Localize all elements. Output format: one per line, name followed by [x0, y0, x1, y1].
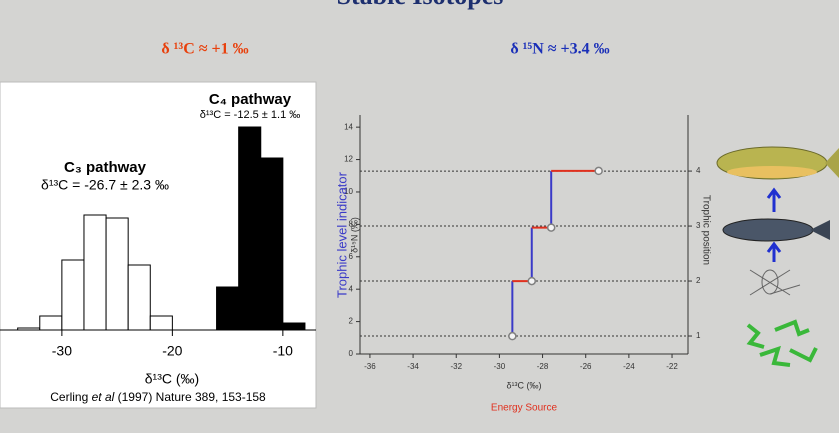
- y-axis-label: Trophic level indicator: [334, 171, 349, 298]
- x-tick-label: -30: [494, 362, 506, 371]
- x-tick-label: -22: [666, 362, 678, 371]
- source-part: (1997) Nature 389, 153-158: [114, 390, 266, 404]
- data-point: [508, 331, 517, 341]
- small-fish: [722, 218, 814, 242]
- data-point: [594, 166, 603, 176]
- x-tick-label: -20: [162, 343, 182, 359]
- y2-axis-label: Trophic position: [700, 195, 711, 265]
- series-annotation: δ¹³C = -26.7 ± 2.3 ‰: [41, 177, 169, 193]
- y-tick-label: 14: [344, 122, 353, 131]
- y-tick-label: 6: [349, 252, 354, 261]
- y-tick-label: 12: [344, 155, 353, 164]
- algae: [746, 319, 818, 367]
- y-tick-label: 2: [349, 317, 354, 326]
- histogram-bar: [260, 157, 284, 331]
- x-axis-label: δ¹³C (‰): [507, 380, 542, 390]
- x-axis-label: δ¹³C (‰): [145, 371, 199, 387]
- x-tick-label: -26: [580, 362, 592, 371]
- nitrogen-note: δ ¹⁵N ≈ +3.4 ‰: [510, 41, 609, 58]
- copepod-legs: [749, 269, 801, 296]
- histogram-bar: [216, 286, 240, 331]
- y-axis-sublabel: δ¹⁵N (‰): [349, 217, 359, 253]
- y-tick-label: 8: [349, 219, 354, 228]
- y2-tick-label: 1: [696, 331, 701, 340]
- histogram-bar: [61, 259, 85, 331]
- y2-tick-label: 3: [696, 221, 701, 230]
- trout-belly: [727, 166, 817, 178]
- x-tick-label: -36: [364, 362, 376, 371]
- histogram-bar: [105, 217, 129, 331]
- slide-title: Stable Isotopes: [337, 0, 504, 10]
- arrows: [766, 187, 782, 262]
- y2-tick-label: 4: [696, 166, 701, 175]
- source-part: et al: [92, 390, 115, 404]
- small-fish-tail: [810, 220, 830, 240]
- source-part: Cerling: [50, 390, 91, 404]
- y-tick-label: 10: [344, 187, 353, 196]
- x-tick-label: -24: [623, 362, 635, 371]
- trout-tail: [825, 148, 839, 178]
- source-citation: Cerling et al (1997) Nature 389, 153-158: [50, 390, 266, 404]
- y-tick-label: 4: [349, 284, 354, 293]
- histogram-bar: [238, 126, 262, 331]
- x-tick-label: -32: [450, 362, 462, 371]
- histogram-bar: [83, 214, 107, 331]
- histogram-bar: [149, 315, 173, 331]
- carbon-note: δ ¹³C ≈ +1 ‰: [161, 41, 248, 58]
- organisms: [716, 146, 839, 367]
- x-tick-label: -10: [273, 343, 293, 359]
- y-tick-label: 0: [349, 349, 354, 358]
- series-name: C₄ pathway: [209, 91, 292, 108]
- histogram-bar: [127, 264, 151, 331]
- data-point: [527, 276, 537, 286]
- data-point: [546, 223, 556, 232]
- x-axis-sublabel: Energy Source: [491, 403, 558, 414]
- series-annotation: δ¹³C = -12.5 ± 1.1 ‰: [200, 109, 301, 121]
- y2-tick-label: 2: [696, 276, 701, 285]
- x-tick-label: -30: [52, 343, 72, 359]
- x-tick-label: -28: [537, 362, 549, 371]
- histogram-bar: [282, 322, 306, 331]
- x-tick-label: -34: [407, 362, 419, 371]
- series-name: C₃ pathway: [64, 159, 147, 176]
- histogram-bar: [39, 315, 63, 331]
- histogram-bar: [17, 327, 41, 331]
